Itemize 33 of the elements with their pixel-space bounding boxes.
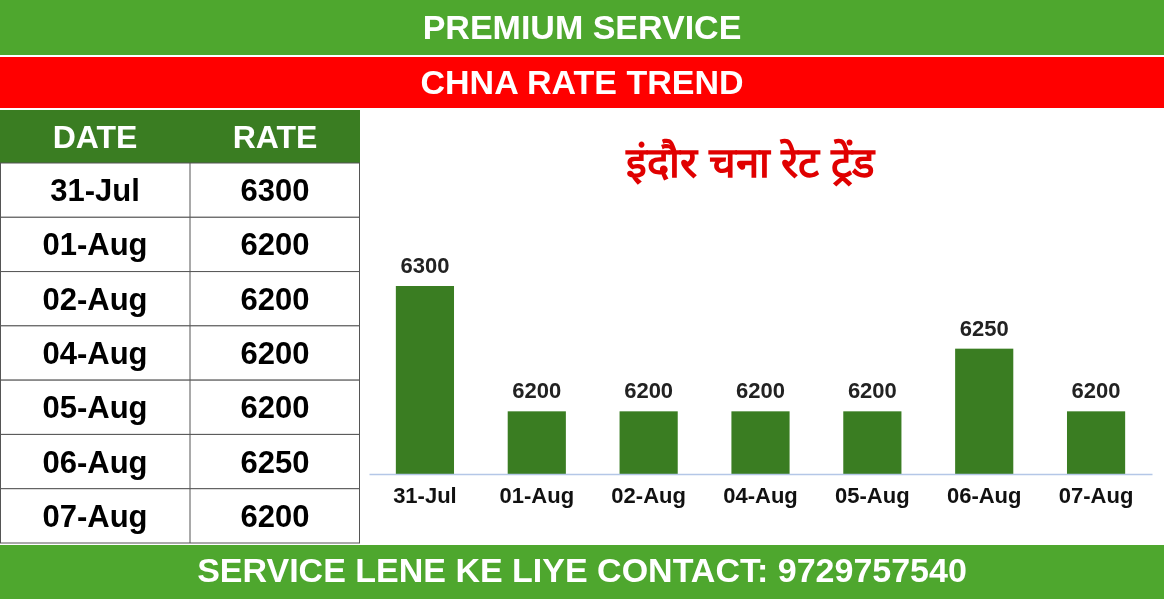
data-label: 6200 (240, 498, 310, 534)
category-label: 04-Aug (42, 336, 148, 371)
category-label: 01-Aug (42, 227, 148, 263)
data-label: 6250 (959, 315, 1009, 341)
data-label: 6200 (736, 378, 785, 404)
category-label: 05-Aug (42, 390, 148, 426)
data-label: 6200 (240, 227, 310, 263)
data-label: 6200 (512, 378, 562, 404)
text: RATE (232, 119, 318, 155)
data-label: 6250 (240, 444, 310, 480)
category-label: 06-Aug (42, 444, 148, 480)
data-label: 6200 (240, 281, 310, 317)
x-tick-label: 06-Aug (946, 483, 1022, 509)
category-label: 31-Jul (50, 173, 140, 209)
data-label: 6200 (847, 378, 897, 404)
text: DATE (52, 119, 138, 155)
data-label: 6200 (1071, 378, 1121, 404)
text: PREMIUM SERVICE (422, 8, 742, 46)
x-tick-label: 02-Aug (611, 483, 686, 509)
text: SERVICE LENE KE LIYE CONTACT: 9729757540 (197, 551, 967, 589)
data-label: 6300 (240, 173, 310, 209)
x-tick-label: 05-Aug (835, 483, 910, 509)
chart-subtitle: CHNA RATE TREND (420, 63, 744, 101)
data-label: 6200 (240, 390, 310, 426)
chart-title: इंदौर चना रेट ट्रेंड (624, 138, 876, 187)
x-tick-label: 04-Aug (723, 483, 798, 509)
category-label: 02-Aug (42, 281, 148, 317)
data-label: 6300 (400, 253, 450, 278)
data-label: 6200 (624, 378, 674, 404)
data-label: 6200 (240, 336, 310, 371)
x-tick-label: 01-Aug (499, 483, 575, 509)
x-tick-label: 07-Aug (1058, 483, 1134, 509)
x-tick-label: 31-Jul (393, 483, 457, 509)
